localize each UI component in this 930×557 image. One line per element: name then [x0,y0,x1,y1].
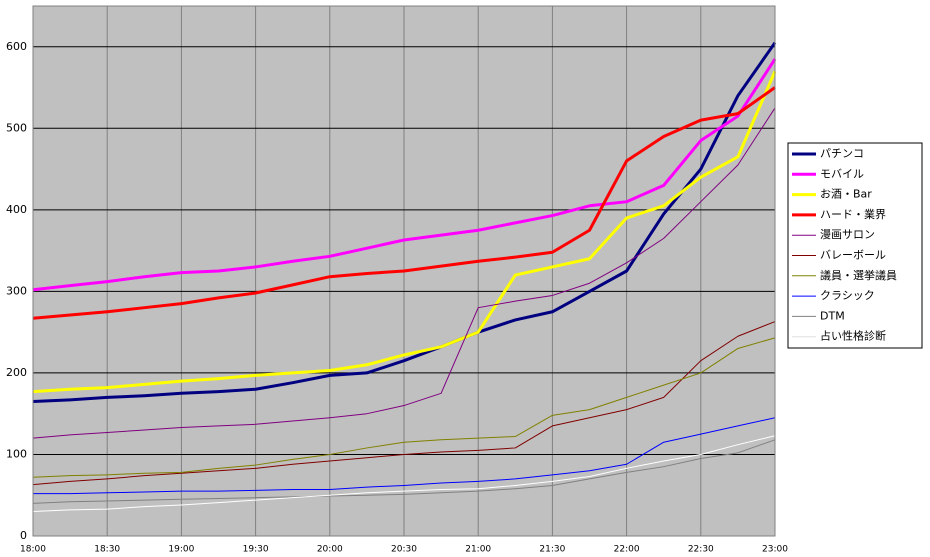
series-line [32,337,776,478]
x-tick-label: 20:00 [317,545,343,555]
series-line [32,107,776,439]
legend-box [787,142,923,349]
legend-label: お酒・Bar [820,188,872,201]
y-tick-label: 0 [20,529,27,542]
lines [32,41,777,513]
series-line [32,321,776,486]
x-tick-label: 19:30 [243,545,269,555]
x-tick-label: 23:00 [762,545,788,555]
y-tick-label: 200 [6,366,27,379]
series-line [32,439,776,504]
series-line [32,435,776,513]
legend-label: クラシック [820,289,875,302]
series-line [32,86,776,320]
legend-label: 占い性格診断 [820,329,886,343]
legend-label: モバイル [820,167,864,180]
legend-label: DTM [820,309,845,322]
y-tick-label: 300 [6,284,27,297]
series-line [33,417,776,495]
series-line [32,70,777,394]
legend-label: ハード・業界 [820,208,886,221]
x-tick-label: 20:30 [391,545,417,555]
x-tick-label: 19:00 [168,545,194,555]
legend-label: パチンコ [820,147,864,160]
y-tick-label: 400 [6,203,27,216]
series-line [32,58,777,292]
y-tick-label: 600 [6,40,27,53]
series-line [32,41,777,403]
x-tick-label: 21:30 [539,545,565,555]
legend-label: 漫画サロン [820,227,875,241]
x-tick-label: 22:30 [688,545,714,555]
y-tick-label: 100 [6,447,27,460]
x-tick-label: 18:00 [20,545,46,555]
plot-border [32,5,776,537]
x-tick-label: 18:30 [94,545,120,555]
legend-label: 議員・選挙議員 [820,268,897,282]
x-tick-label: 22:00 [614,545,640,555]
legend-label: バレーボール [820,249,886,262]
y-tick-label: 500 [6,121,27,134]
x-tick-label: 21:00 [465,545,491,555]
